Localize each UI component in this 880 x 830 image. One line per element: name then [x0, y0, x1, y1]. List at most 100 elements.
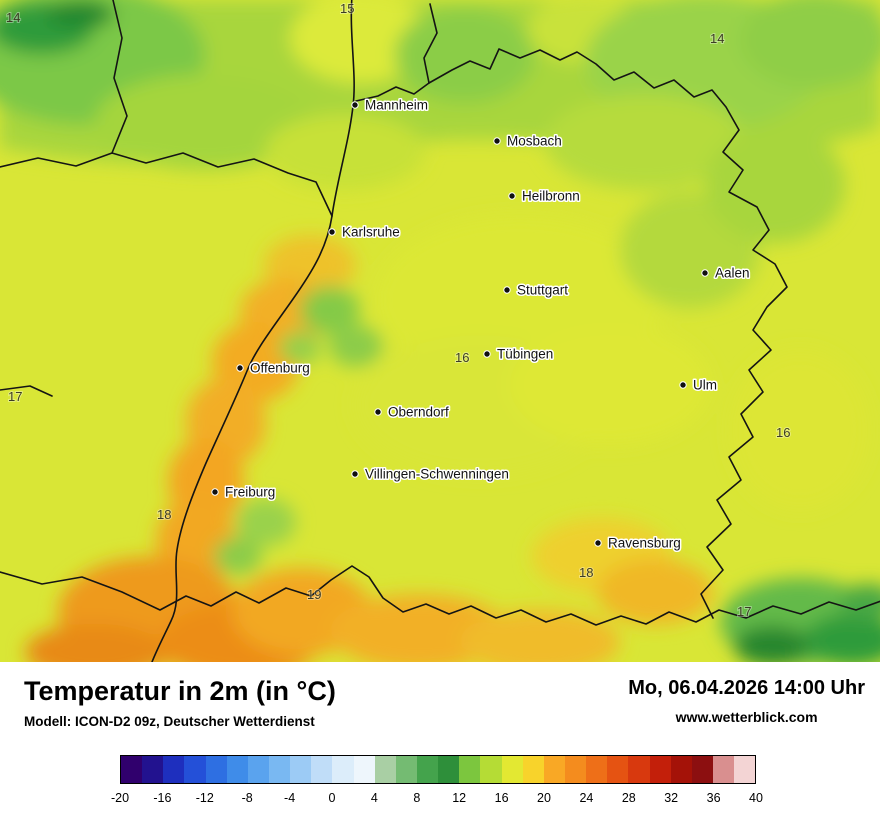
- model-info: Modell: ICON-D2 09z, Deutscher Wetterdie…: [24, 713, 315, 729]
- colorbar-segment: [543, 756, 565, 783]
- colorbar-segment: [712, 756, 735, 783]
- temp-value-label: 15: [340, 1, 354, 16]
- city-dot: [701, 269, 709, 277]
- colorbar-segment: [268, 756, 291, 783]
- colorbar-segment: [395, 756, 417, 783]
- city-layer: Mannheim Mosbach Heilbronn Karlsruhe Aalen St…: [211, 96, 751, 552]
- city-dot: [211, 488, 219, 496]
- city-dot: [493, 137, 501, 145]
- title-block: Temperatur in 2m (in °C) Modell: ICON-D2…: [24, 676, 336, 729]
- city-label: Tübingen: [497, 347, 553, 362]
- colorbar-tick-label: 40: [749, 791, 763, 805]
- page-title: Temperatur in 2m (in °C): [24, 676, 336, 706]
- colorbar-segment: [691, 756, 713, 783]
- colorbar-tick-label: -8: [241, 791, 253, 805]
- city-label: Karlsruhe: [342, 225, 400, 240]
- temp-value-label: 14: [710, 31, 724, 46]
- colorbar-tick-labels: -20 -16 -12 -8 -4 0 4 8 12 16 20 24 28 32 36 40: [111, 791, 763, 811]
- city-dot: [351, 101, 359, 109]
- city-label: Mosbach: [507, 134, 562, 149]
- temperature-color-scale: -20 -16 -12 -8 -4 0 4 8 12 16 20 24 28 32 36 40: [111, 755, 763, 811]
- footer: Temperatur in 2m (in °C) Modell: ICON-D2…: [0, 662, 880, 830]
- city-label: Heilbronn: [522, 189, 580, 204]
- colorbar-segment: [522, 756, 544, 783]
- border-top-left-vertical: [111, 0, 128, 154]
- colorbar-segment: [332, 756, 354, 783]
- city-label: Villingen-Schwenningen: [365, 467, 509, 482]
- city-dot: [508, 192, 516, 200]
- footer-text-row: Temperatur in 2m (in °C) Modell: ICON-D2…: [0, 662, 880, 729]
- temp-value-label: 16: [455, 350, 469, 365]
- temperature-shading-layer: [0, 0, 880, 662]
- colorbar-tick-label: 28: [621, 791, 636, 805]
- website-text: www.wetterblick.com: [675, 709, 818, 725]
- colorbar-tick-label: 32: [664, 791, 679, 805]
- colorbar-tick-label: 20: [537, 791, 551, 805]
- border-north-stub: [355, 3, 438, 102]
- border-west-rhine: [151, 0, 355, 662]
- border-north-east: [428, 48, 788, 619]
- colorbar-segment: [649, 756, 671, 783]
- colorbar-segment: [184, 756, 206, 783]
- valid-datetime: Mo, 06.04.2026 14:00 Uhr: [628, 677, 865, 699]
- city-dot: [594, 539, 602, 547]
- colorbar-segment: [564, 756, 587, 783]
- colorbar-tick-label: 0: [328, 791, 336, 805]
- colorbar-tick-label: 36: [706, 791, 721, 805]
- city-label: Mannheim: [365, 98, 428, 113]
- colorbar-tick-label: -12: [195, 791, 214, 805]
- colorbar-segment: [205, 756, 227, 783]
- colorbar-segment: [290, 756, 312, 783]
- colorbar-segment: [163, 756, 185, 783]
- city-label: Offenburg: [250, 361, 310, 376]
- colorbar-segment: [734, 756, 756, 783]
- colorbar-segment: [628, 756, 650, 783]
- colorbar-tick-label: 4: [370, 791, 378, 805]
- city-dot: [483, 350, 491, 358]
- city-dot: [679, 381, 687, 389]
- temp-value-label: 18: [157, 507, 171, 522]
- city-dot: [503, 286, 511, 294]
- colorbar-segment: [226, 756, 248, 783]
- city-label: Ulm: [693, 378, 717, 393]
- city-label: Aalen: [715, 266, 750, 281]
- colorbar: [120, 755, 756, 784]
- colorbar-segment: [670, 756, 692, 783]
- colorbar-tick-label: 24: [579, 791, 594, 805]
- temp-value-label: 16: [776, 425, 790, 440]
- colorbar-segment: [311, 756, 333, 783]
- border-south: [0, 565, 880, 626]
- city-dot: [328, 228, 336, 236]
- colorbar-segment: [459, 756, 481, 783]
- colorbar-tick-label: -4: [284, 791, 296, 805]
- city-label: Stuttgart: [517, 283, 568, 298]
- date-block: Mo, 06.04.2026 14:00 Uhr www.wetterblick…: [628, 677, 865, 725]
- colorbar-segment: [374, 756, 396, 783]
- city-label: Freiburg: [225, 485, 275, 500]
- city-label: Ravensburg: [608, 536, 681, 551]
- city-dot: [236, 364, 244, 372]
- colorbar-segment: [438, 756, 460, 783]
- colorbar-segment: [247, 756, 269, 783]
- colorbar-segment: [586, 756, 608, 783]
- colorbar-tick-label: -20: [110, 791, 130, 805]
- city-label: Oberndorf: [388, 405, 449, 420]
- colorbar-segment: [121, 756, 143, 783]
- colorbar-tick-label: 16: [494, 791, 509, 805]
- temp-value-label: 19: [307, 587, 321, 602]
- temp-labels-layer: 14 15 14 17 16 16 18 18 19 17: [5, 0, 791, 620]
- colorbar-segment: [480, 756, 502, 783]
- border-lines-layer: [0, 0, 880, 662]
- temperature-map: Mannheim Mosbach Heilbronn Karlsruhe Aalen St…: [0, 0, 880, 662]
- city-dot: [351, 470, 359, 478]
- temp-value-label: 14: [6, 10, 20, 25]
- colorbar-segment: [501, 756, 523, 783]
- border-left-small: [0, 385, 53, 397]
- temp-value-label: 18: [579, 565, 593, 580]
- colorbar-tick-label: 12: [452, 791, 467, 805]
- colorbar-segment: [142, 756, 164, 783]
- temp-value-label: 17: [8, 389, 22, 404]
- colorbar-tick-label: -16: [153, 791, 172, 805]
- city-dot: [374, 408, 382, 416]
